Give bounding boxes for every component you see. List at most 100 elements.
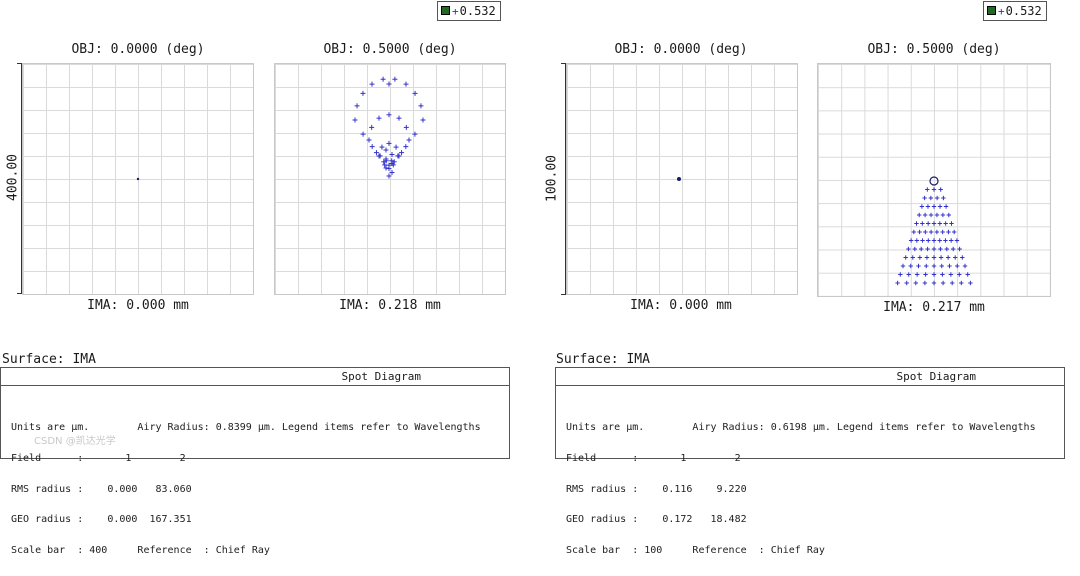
spot-point xyxy=(389,170,395,175)
spot-point xyxy=(369,144,375,150)
plus-marker-icon: + xyxy=(452,5,459,18)
panel-title: Spot Diagram xyxy=(341,370,421,383)
spot-point xyxy=(934,229,940,235)
spot-point xyxy=(366,137,372,143)
spot-point xyxy=(940,280,946,286)
spot-point xyxy=(386,81,392,87)
spot-point xyxy=(916,263,921,269)
spot-point xyxy=(386,173,392,179)
spot-point xyxy=(911,229,916,235)
spot-point xyxy=(376,153,382,159)
spot-point xyxy=(948,238,954,243)
spot-point xyxy=(382,162,388,168)
spot-point xyxy=(136,177,140,181)
wavelength-swatch-icon xyxy=(441,6,450,15)
spot-point xyxy=(931,255,937,260)
spot-point xyxy=(954,238,960,243)
wavelength-legend-right: +0.532 xyxy=(983,1,1047,21)
spot-point xyxy=(946,229,951,235)
spot-point xyxy=(923,272,928,277)
field-ima-label: IMA: 0.000 mm xyxy=(87,298,189,313)
spot-point xyxy=(376,115,382,121)
spot-point xyxy=(919,246,924,252)
spot-point xyxy=(906,246,911,252)
spot-point xyxy=(906,272,911,277)
spot-point xyxy=(960,255,965,260)
watermark: CSDN @凯达光学 xyxy=(34,436,116,447)
panel-line-scale: Scale bar : 100 Reference : Chief Ray xyxy=(566,544,825,556)
spot-point xyxy=(923,229,928,235)
spot-point xyxy=(917,255,923,260)
spot-point xyxy=(381,159,387,165)
spot-point xyxy=(938,246,943,252)
spot-point xyxy=(937,221,943,226)
spot-point xyxy=(389,161,395,166)
spot-point xyxy=(928,229,934,235)
spot-point xyxy=(968,280,973,286)
panel-line-rms: RMS radius : 0.000 83.060 xyxy=(11,483,192,495)
spot-point xyxy=(926,238,931,243)
spot-point xyxy=(922,195,927,201)
spot-point xyxy=(386,166,392,172)
spot-point xyxy=(934,212,940,218)
spot-point xyxy=(965,272,970,277)
spot-point xyxy=(953,255,958,260)
wavelength-swatch-icon xyxy=(987,6,996,15)
spot-point xyxy=(928,195,934,201)
spot-point xyxy=(931,187,937,192)
spot-point xyxy=(396,153,402,159)
spot-point xyxy=(360,90,366,96)
spot-point xyxy=(403,81,409,87)
spot-point xyxy=(952,229,957,235)
spot-point xyxy=(947,263,952,269)
spot-point xyxy=(925,187,930,192)
spot-point xyxy=(937,238,942,243)
spot-point xyxy=(925,204,931,209)
spot-point xyxy=(904,280,909,286)
spot-point xyxy=(412,90,418,96)
spot-point xyxy=(910,255,915,260)
spot-point xyxy=(937,204,943,209)
panel-line-geo: GEO radius : 0.172 18.482 xyxy=(566,514,747,526)
spot-point xyxy=(925,221,931,226)
spot-point xyxy=(399,150,405,156)
spot-point xyxy=(922,280,928,286)
spot-point xyxy=(360,131,366,137)
spot-markers-layer xyxy=(136,76,973,286)
spot-point xyxy=(957,272,962,277)
spot-point xyxy=(946,212,951,218)
field-title-obj: OBJ: 0.0000 (deg) xyxy=(614,42,748,57)
panel-title: Spot Diagram xyxy=(896,370,976,383)
spot-point xyxy=(389,152,395,157)
spot-point xyxy=(939,263,944,269)
surface-label: Surface: IMA xyxy=(2,352,96,367)
field-title-obj: OBJ: 0.5000 (deg) xyxy=(323,42,457,57)
spot-point xyxy=(931,272,937,277)
spot-point xyxy=(917,229,922,235)
spot-point xyxy=(908,238,914,243)
spot-grid-field-2 xyxy=(274,63,506,295)
panel-header: Spot Diagram xyxy=(1,368,509,386)
spot-point xyxy=(943,221,948,226)
wavelength-value: 0.532 xyxy=(1005,4,1042,18)
spot-point xyxy=(934,195,940,201)
spot-point xyxy=(383,165,389,171)
spot-point xyxy=(931,263,937,269)
spot-point xyxy=(940,272,945,277)
spot-point xyxy=(931,204,937,209)
spot-point xyxy=(962,263,968,269)
spot-point xyxy=(420,117,426,123)
spot-point xyxy=(931,280,937,286)
spot-point xyxy=(412,131,418,137)
chief-ray-marker xyxy=(929,176,939,186)
spot-point xyxy=(373,150,379,156)
spot-point xyxy=(919,204,925,209)
wavelength-value: 0.532 xyxy=(459,4,496,18)
spot-point xyxy=(386,112,392,118)
spot-point xyxy=(392,76,398,82)
spot-point xyxy=(945,255,951,260)
panel-line-scale: Scale bar : 400 Reference : Chief Ray xyxy=(11,544,270,556)
plus-marker-icon: + xyxy=(998,5,1005,18)
spot-point xyxy=(903,255,908,260)
spot-point xyxy=(913,280,918,286)
